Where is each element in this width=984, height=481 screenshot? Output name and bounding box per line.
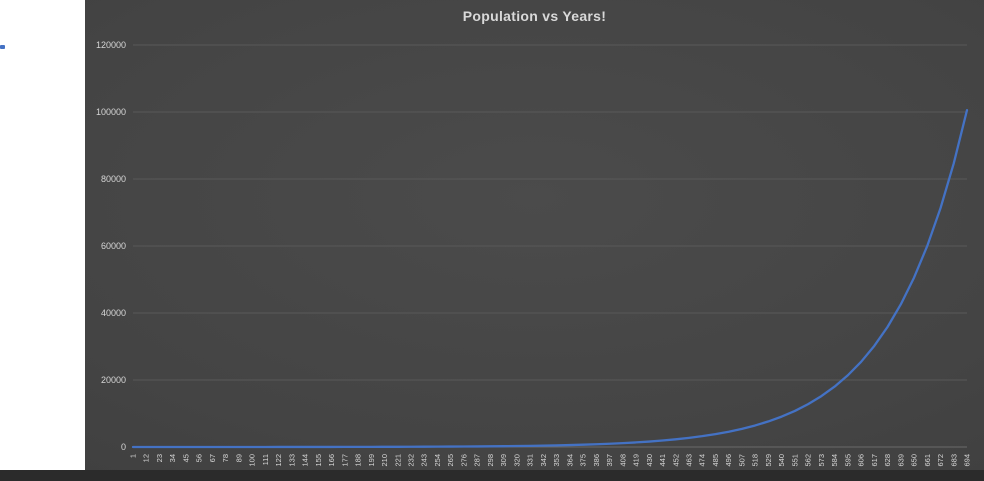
x-axis-label[interactable]: 298	[486, 454, 495, 467]
x-axis-label[interactable]: 397	[605, 454, 614, 467]
x-axis-label[interactable]: 551	[790, 454, 799, 467]
x-axis-label[interactable]: 584	[830, 454, 839, 467]
x-axis-label[interactable]: 408	[618, 454, 627, 467]
x-axis-label[interactable]: 45	[181, 454, 190, 462]
x-axis-label[interactable]: 232	[407, 454, 416, 467]
x-axis-label[interactable]: 485	[711, 454, 720, 467]
x-axis-label[interactable]: 441	[658, 454, 667, 467]
x-axis-label[interactable]: 540	[777, 454, 786, 467]
x-axis-label[interactable]: 210	[380, 454, 389, 467]
x-axis-label[interactable]: 595	[843, 454, 852, 467]
y-axis-label[interactable]: 0	[121, 442, 126, 452]
chart-svg[interactable]: 0 20000 40000 60000 80000 100000 120000 1 12 23 34…	[85, 0, 984, 470]
y-axis-label[interactable]: 60000	[101, 241, 126, 251]
x-axis-label[interactable]: 221	[393, 454, 402, 467]
x-axis-label[interactable]: 56	[195, 454, 204, 462]
x-axis-label[interactable]: 672	[936, 454, 945, 467]
x-axis-label[interactable]: 331	[526, 454, 535, 467]
x-axis-label[interactable]: 177	[340, 454, 349, 467]
x-axis-label[interactable]: 452	[671, 454, 680, 467]
x-axis-label[interactable]: 529	[764, 454, 773, 467]
x-axis-label[interactable]: 78	[221, 454, 230, 462]
x-axis-label[interactable]: 474	[698, 454, 707, 467]
x-axis-label[interactable]: 628	[883, 454, 892, 467]
x-axis-label[interactable]: 309	[499, 454, 508, 467]
y-axis-label[interactable]: 20000	[101, 375, 126, 385]
chart-panel[interactable]: 0 20000 40000 60000 80000 100000 120000 1 12 23 34…	[85, 0, 984, 470]
x-axis-label[interactable]: 375	[579, 454, 588, 467]
x-axis-label[interactable]: 67	[208, 454, 217, 462]
x-axis-label[interactable]: 386	[592, 454, 601, 467]
x-axis-label[interactable]: 463	[685, 454, 694, 467]
x-axis-label[interactable]: 573	[817, 454, 826, 467]
x-axis-label[interactable]: 617	[870, 454, 879, 467]
x-axis-label[interactable]: 639	[896, 454, 905, 467]
x-axis-label[interactable]: 34	[168, 454, 177, 462]
x-axis-label[interactable]: 364	[565, 454, 574, 467]
y-axis-label[interactable]: 40000	[101, 308, 126, 318]
x-axis-label[interactable]: 606	[857, 454, 866, 467]
left-gutter	[0, 0, 85, 470]
x-axis-label[interactable]: 144	[301, 454, 310, 467]
x-axis-label[interactable]: 507	[737, 454, 746, 467]
bottom-bar	[0, 470, 984, 481]
x-axis-label[interactable]: 166	[327, 454, 336, 467]
x-axis-label[interactable]: 188	[354, 454, 363, 467]
x-axis-label[interactable]: 23	[155, 454, 164, 462]
chart-title[interactable]: Population vs Years!	[462, 8, 607, 24]
x-axis-label[interactable]: 199	[367, 454, 376, 467]
x-axis-label[interactable]: 100	[248, 454, 257, 467]
x-axis-label[interactable]: 419	[632, 454, 641, 467]
x-axis-label[interactable]: 265	[446, 454, 455, 467]
x-axis-label[interactable]: 254	[433, 454, 442, 467]
x-axis-label[interactable]: 133	[287, 454, 296, 467]
left-edge-marker	[0, 45, 5, 49]
y-axis-label[interactable]: 120000	[96, 40, 126, 50]
x-axis-label[interactable]: 496	[724, 454, 733, 467]
x-axis-label[interactable]: 155	[314, 454, 323, 467]
y-axis-label[interactable]: 100000	[96, 107, 126, 117]
x-axis-label[interactable]: 320	[512, 454, 521, 467]
x-axis-label[interactable]: 694	[963, 454, 972, 467]
x-axis-label[interactable]: 287	[473, 454, 482, 467]
x-axis-label[interactable]: 89	[234, 454, 243, 462]
x-axis-label[interactable]: 111	[261, 454, 270, 465]
x-axis-label[interactable]: 430	[645, 454, 654, 467]
y-axis-label[interactable]: 80000	[101, 174, 126, 184]
x-axis-label[interactable]: 342	[539, 454, 548, 467]
x-axis-label[interactable]: 243	[420, 454, 429, 467]
series-line[interactable]	[131, 108, 969, 449]
x-axis-label[interactable]: 683	[949, 454, 958, 467]
x-axis-label[interactable]: 12	[142, 454, 151, 462]
x-axis-label[interactable]: 276	[459, 454, 468, 467]
x-axis-label[interactable]: 1	[129, 454, 138, 458]
x-axis-label[interactable]: 518	[751, 454, 760, 467]
x-axis-label[interactable]: 562	[804, 454, 813, 467]
x-axis-label[interactable]: 650	[910, 454, 919, 467]
x-axis-label[interactable]: 661	[923, 454, 932, 467]
x-axis-label[interactable]: 353	[552, 454, 561, 467]
x-axis-label[interactable]: 122	[274, 454, 283, 467]
